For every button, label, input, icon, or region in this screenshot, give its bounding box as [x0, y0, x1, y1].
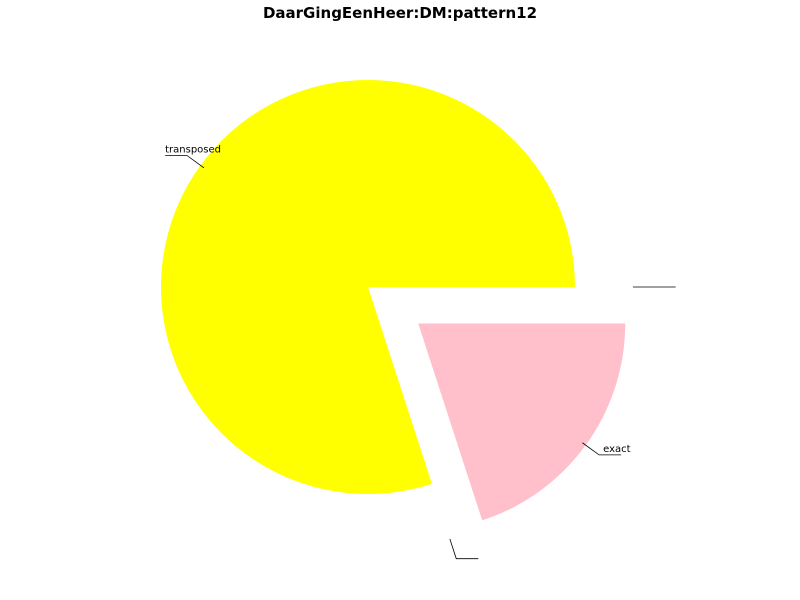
pie-slice-exact — [418, 323, 626, 521]
pie-label-group-1 — [449, 538, 479, 560]
pie-label-group-2: exact — [582, 442, 631, 456]
pie-slices — [161, 79, 626, 521]
pie-slice-label: transposed — [165, 145, 221, 156]
pie-leader-line — [582, 442, 622, 456]
pie-slice-label: exact — [603, 444, 631, 455]
pie-leader-line — [449, 538, 479, 560]
pie-leader-line — [165, 155, 205, 169]
pie-labels: transposed exact — [165, 145, 676, 560]
chart-title: DaarGingEenHeer:DM:pattern12 — [262, 4, 538, 22]
pie-label-group-0: transposed — [165, 145, 221, 169]
pie-slice-transposed — [161, 79, 575, 495]
